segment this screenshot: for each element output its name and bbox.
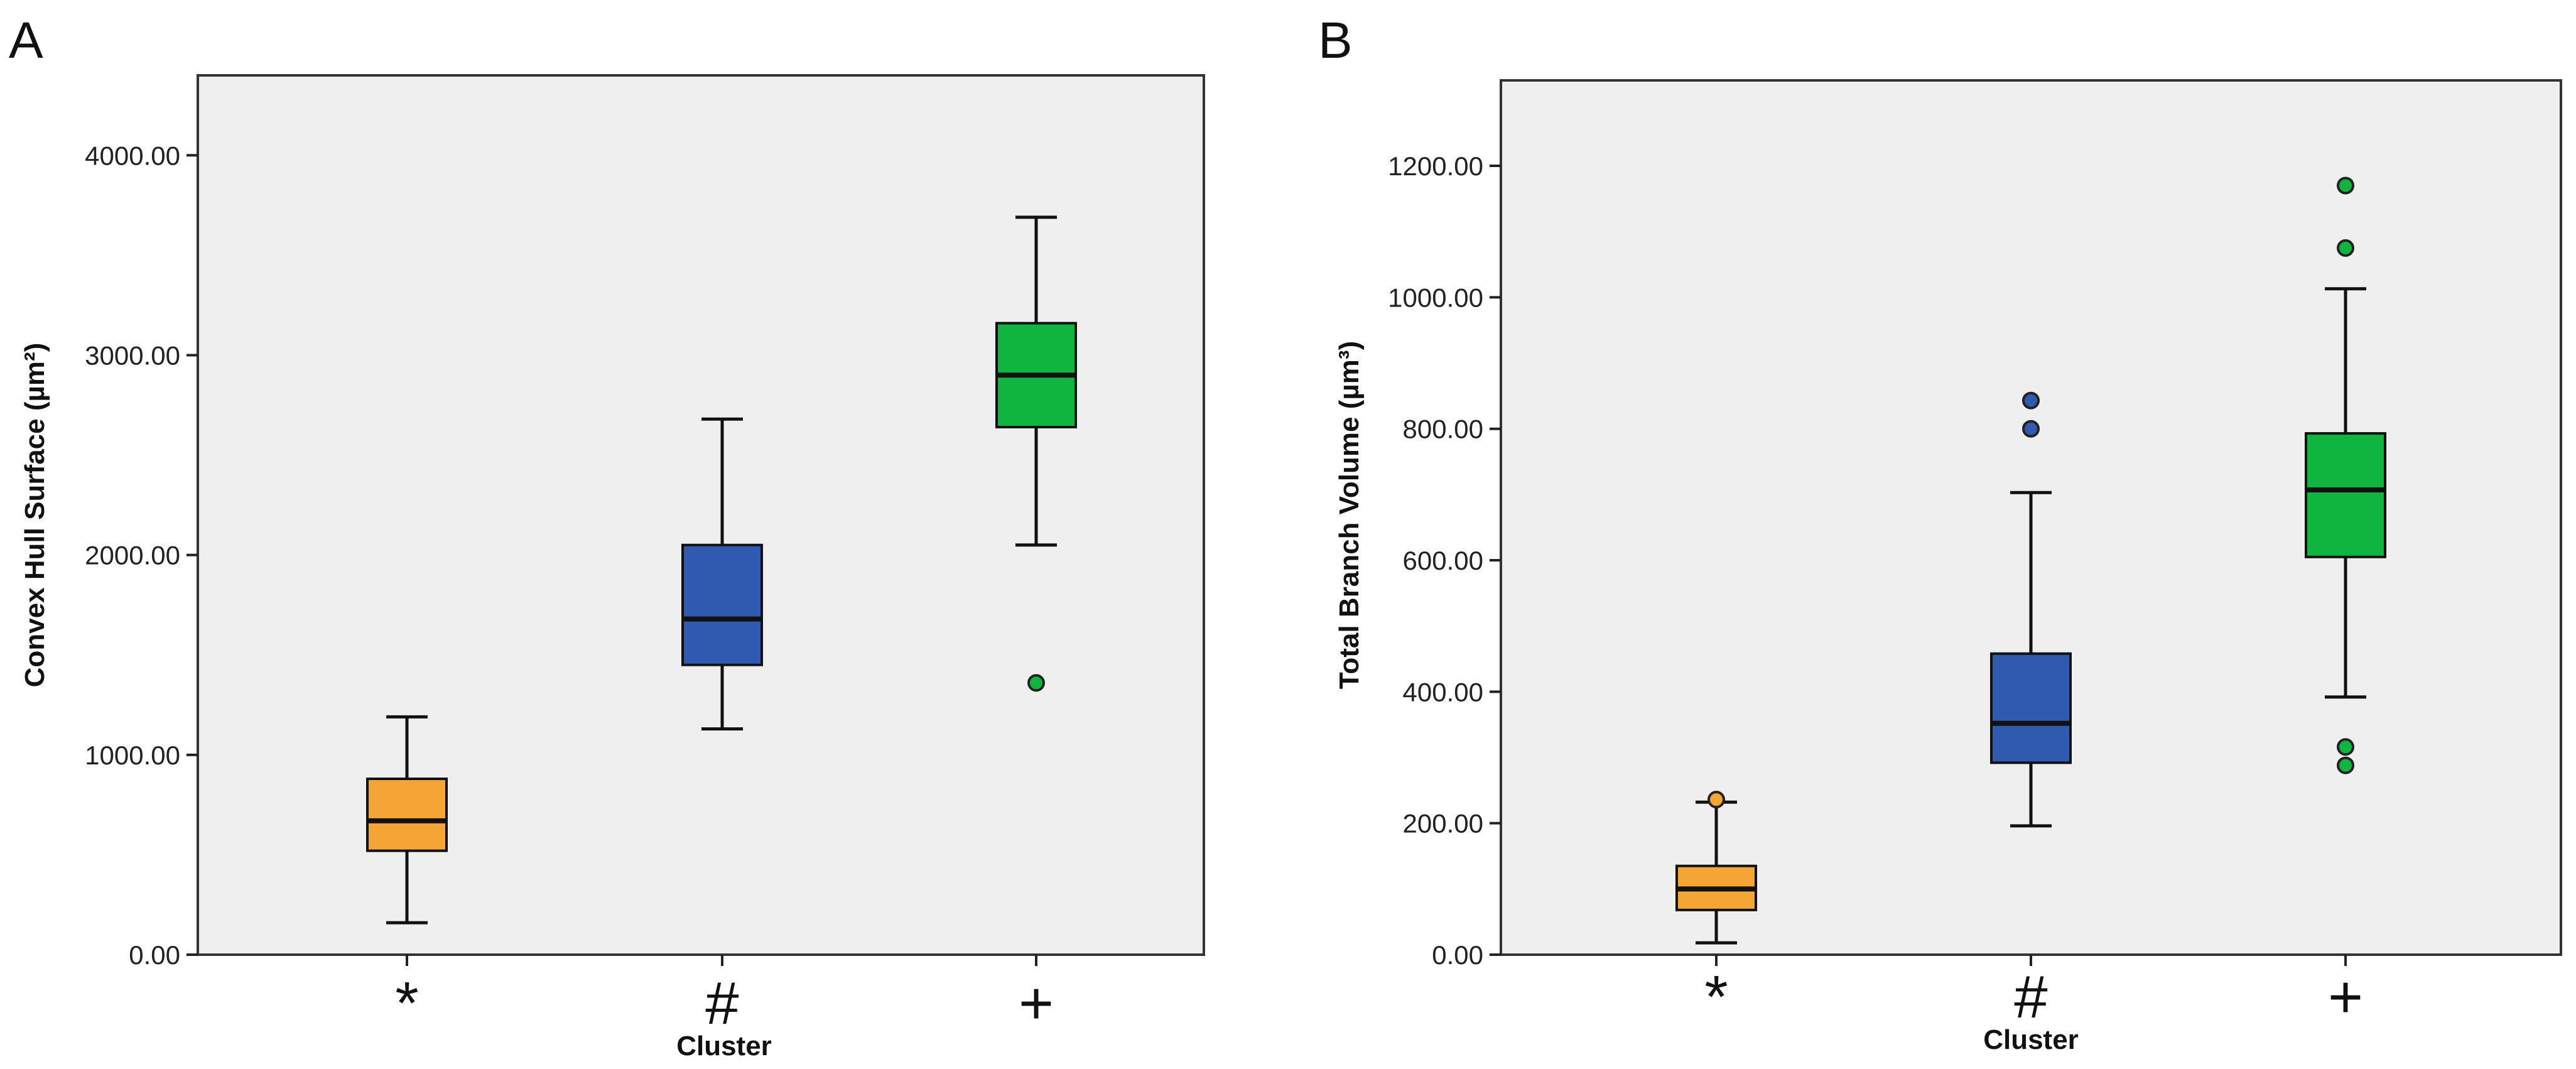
y-tick-label: 1000.00 xyxy=(85,741,180,770)
x-tick-label: # xyxy=(705,970,739,1037)
outlier-point xyxy=(1027,674,1045,692)
x-tick-label: + xyxy=(2328,963,2363,1031)
y-axis-title-a: Convex Hull Surface (µm²) xyxy=(19,343,50,688)
outlier-point xyxy=(2022,391,2040,410)
y-tick-label: 400.00 xyxy=(1403,677,1483,707)
x-axis-title-b: Cluster xyxy=(1983,1024,2079,1055)
outlier-point xyxy=(2337,738,2354,756)
x-tick-label: * xyxy=(395,970,418,1037)
x-axis-title-a: Cluster xyxy=(676,1031,772,1061)
outlier-point xyxy=(2022,420,2040,438)
x-axis-a: * # + xyxy=(395,955,1054,1037)
y-tick-label: 1000.00 xyxy=(1388,283,1483,312)
boxplots-b xyxy=(1675,176,2386,945)
outlier-point xyxy=(2337,176,2354,195)
y-axis-title-b: Total Branch Volume (µm³) xyxy=(1334,341,1365,689)
y-tick-label: 200.00 xyxy=(1403,809,1483,838)
y-tick-label: 2000.00 xyxy=(85,541,180,570)
y-tick-label: 4000.00 xyxy=(85,141,180,170)
x-tick-label: # xyxy=(2014,963,2047,1031)
panel-letter-b: B xyxy=(1318,12,1353,69)
y-tick-label: 800.00 xyxy=(1403,415,1483,444)
boxplots-a xyxy=(366,215,1077,925)
box-iqr xyxy=(2305,432,2386,558)
box-iqr xyxy=(366,778,448,852)
outlier-point xyxy=(2337,239,2354,257)
panel-a: A 0.00 1000.00 2000.00 3000.00 4000.00 * # + C… xyxy=(9,12,1205,1061)
y-tick-label: 0.00 xyxy=(1432,940,1483,970)
panel-b: B 0.00 200.00 400.00 600.00 800.00 1000.00 120… xyxy=(1318,12,2562,1055)
outlier-point xyxy=(1707,790,1725,808)
y-tick-label: 3000.00 xyxy=(85,340,180,370)
y-axis-a: 0.00 1000.00 2000.00 3000.00 4000.00 xyxy=(85,141,198,970)
y-axis-b: 0.00 200.00 400.00 600.00 800.00 1000.00 1200.… xyxy=(1388,151,1501,970)
panel-letter-a: A xyxy=(9,12,43,69)
x-axis-b: * # + xyxy=(1704,955,2363,1031)
plot-area-a xyxy=(197,74,1205,956)
box-iqr xyxy=(681,543,763,666)
y-tick-label: 0.00 xyxy=(129,940,180,970)
y-tick-label: 1200.00 xyxy=(1388,151,1483,181)
box-iqr xyxy=(1990,652,2072,764)
x-tick-label: + xyxy=(1019,970,1054,1037)
x-tick-label: * xyxy=(1704,963,1728,1031)
outlier-point xyxy=(2337,756,2354,774)
y-tick-label: 600.00 xyxy=(1403,546,1483,575)
